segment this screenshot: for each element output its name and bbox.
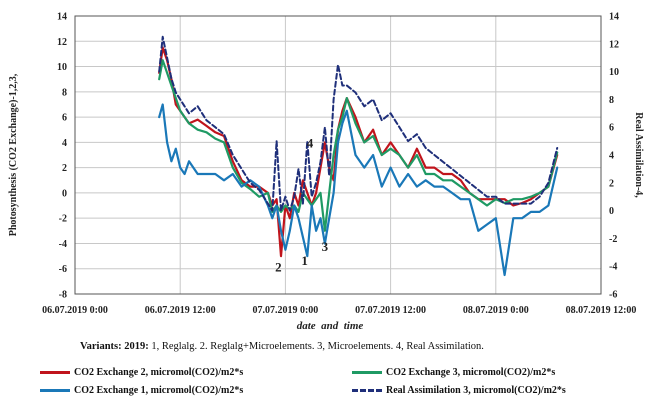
y-tick-label-left: -6 [59,264,67,275]
y-axis-label-left: Photosynthesis (CO2 Exchange)-1,2,3, [8,73,19,236]
x-tick-label: 08.07.2019 0:00 [463,305,529,316]
legend: CO2 Exchange 2, micromol(CO2)/m2*s CO2 E… [40,365,640,399]
y-tick-label-left: 0 [62,188,67,199]
legend-label: Real Assimilation 3, micromol(CO2)/m2*s [386,384,566,396]
y-tick-label-right: 12 [609,39,619,50]
y-tick-label-left: 8 [62,87,67,98]
legend-item: CO2 Exchange 1, micromol(CO2)/m2*s [40,383,243,397]
x-axis-label: date and time [297,320,364,332]
y-tick-label-left: 12 [57,37,67,48]
y-tick-label-right: 8 [609,95,614,106]
y-tick-label-left: 4 [62,138,67,149]
x-tick-label: 06.07.2019 12:00 [145,305,216,316]
y-tick-label-right: 6 [609,123,614,134]
y-tick-label-left: -8 [59,290,67,301]
legend-label: CO2 Exchange 1, micromol(CO2)/m2*s [74,384,244,396]
plot-area-border [74,15,602,295]
y-tick-label-right: 0 [609,206,614,217]
series-annotation-label: 1 [301,253,308,268]
y-tick-label-right: -2 [609,234,617,245]
y-tick-label-right: 14 [609,12,619,23]
y-tick-label-right: 10 [609,67,619,78]
y-tick-label-right: -6 [609,290,617,301]
legend-item: Real Assimilation 3, micromol(CO2)/m2*s [352,383,566,397]
x-tick-label: 07.07.2019 12:00 [355,305,426,316]
y-tick-label-left: -4 [59,239,67,250]
series-line-2 [158,59,559,232]
series-annotation-label: 4 [307,135,314,150]
y-tick-label-left: -2 [59,214,67,225]
legend-swatch-dashed [352,388,382,392]
y-tick-label-left: 10 [57,62,67,73]
legend-swatch-green [352,370,382,374]
y-tick-label-left: 14 [57,12,67,23]
y-tick-label-right: 4 [609,151,614,162]
left-tick-labels: 14 12 10 8 6 4 2 0 -2 -4 -6 -8 [57,12,67,301]
series-line-4 [158,35,559,212]
legend-item: CO2 Exchange 2, micromol(CO2)/m2*s [40,365,243,379]
series-annotation-label: 3 [322,239,329,254]
variants-caption: Variants: 2019: 1, Reglalg. 2. Reglalg+M… [80,341,640,352]
variants-prefix: Variants: 2019: [80,341,149,352]
series-line-3 [158,103,559,277]
x-tick-label: 06.07.2019 0:00 [42,305,108,316]
annotations: 4 2 13 [275,135,328,274]
legend-label: CO2 Exchange 2, micromol(CO2)/m2*s [74,366,244,378]
y-tick-label-left: 6 [62,113,67,124]
x-tick-label: 07.07.2019 0:00 [252,305,318,316]
x-tick-label: 08.07.2019 12:00 [566,305,637,316]
legend-label: CO2 Exchange 3, micromol(CO2)/m2*s [386,366,556,378]
legend-swatch-red [40,370,70,374]
y-tick-label-left: 2 [62,163,67,174]
series-layer [158,35,559,277]
variants-text: 1, Reglalg. 2. Reglalg+Microelements. 3,… [148,341,484,352]
y-axis-label-right: Real Assimilation-4, [633,112,644,198]
y-tick-label-right: 2 [609,178,614,189]
legend-swatch-blue [40,388,70,392]
x-tick-labels: 06.07.2019 0:00 06.07.2019 12:00 07.07.201… [42,305,636,316]
series-annotation-label: 2 [275,259,282,274]
right-tick-labels: 14 12 10 8 6 4 2 0 -2 -4 -6 [609,12,619,301]
y-tick-label-right: -4 [609,262,617,273]
legend-item: CO2 Exchange 3, micromol(CO2)/m2*s [352,365,555,379]
